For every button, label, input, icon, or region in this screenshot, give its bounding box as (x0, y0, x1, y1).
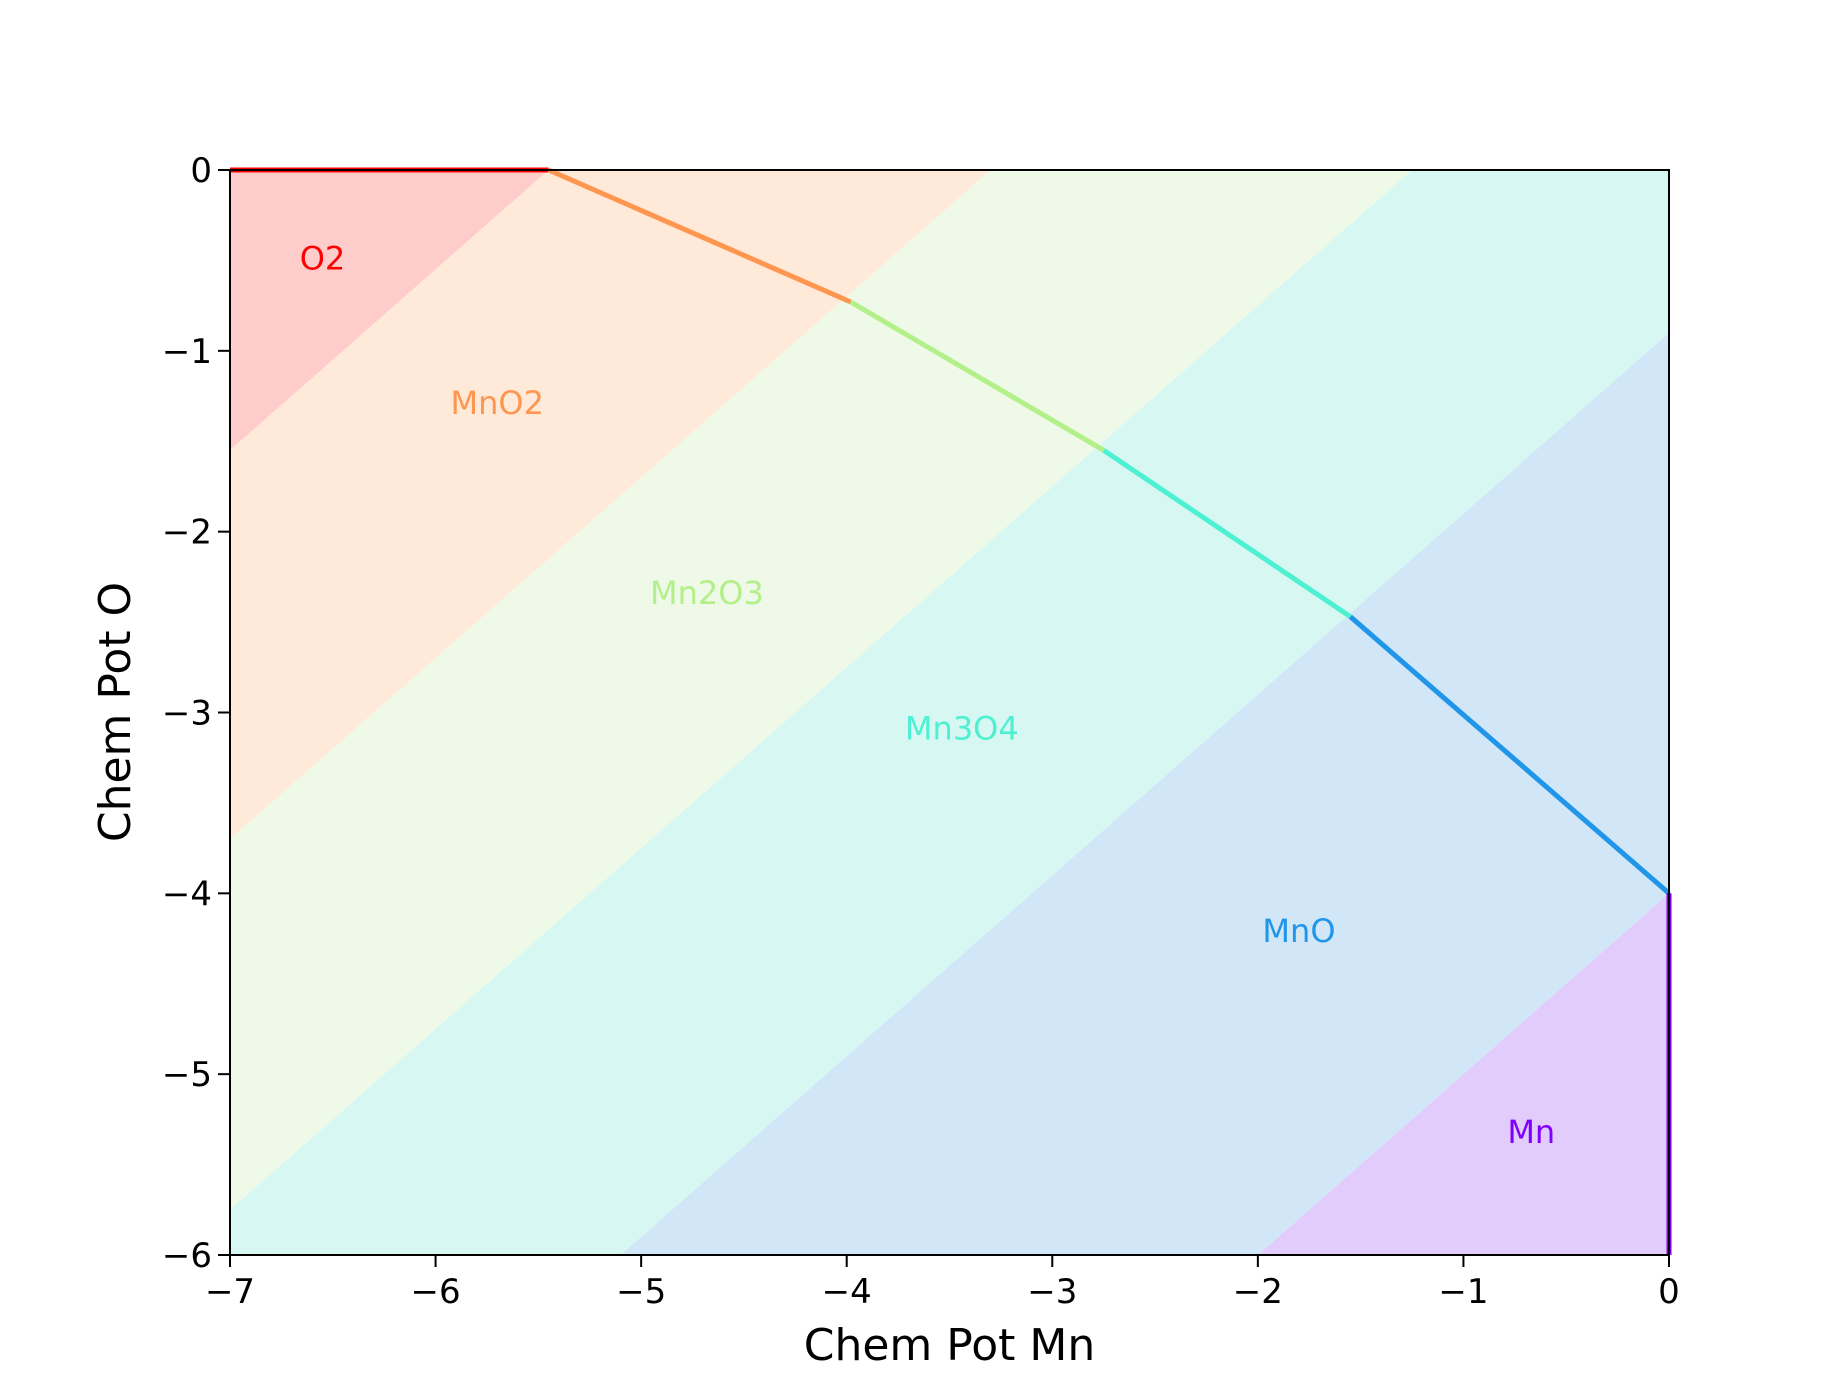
boundary-line-mno2 (547, 167, 852, 305)
y-tick-label: −6 (162, 1236, 212, 1276)
region-mn (1257, 893, 1669, 1255)
region-labels: O2 MnO2 Mn2O3 Mn3O4 MnO Mn (300, 239, 1555, 1150)
x-axis-title: Chem Pot Mn (804, 1320, 1096, 1371)
region-label-mno: MnO (1262, 912, 1335, 950)
region-mn3o4 (230, 170, 1669, 1255)
x-tick-label: −3 (1027, 1272, 1077, 1312)
y-tick-label: −3 (162, 694, 212, 734)
boundary-line-mno (1348, 614, 1671, 896)
x-tick-label: −2 (1233, 1272, 1283, 1312)
x-tick-label: −7 (205, 1272, 255, 1312)
boundary-line-mn3o4 (1102, 448, 1352, 619)
x-axis-ticks: −7 −6 −5 −4 −3 −2 −1 0 (205, 1255, 1680, 1312)
y-tick-label: −1 (162, 332, 212, 372)
y-tick-label: 0 (190, 151, 212, 191)
y-tick-label: −5 (162, 1055, 212, 1095)
x-tick-label: −6 (411, 1272, 461, 1312)
phase-regions (230, 170, 1669, 1255)
boundary-line-mn2o3 (849, 299, 1105, 453)
region-label-mn: Mn (1507, 1113, 1555, 1151)
region-mno (620, 332, 1669, 1255)
y-tick-label: −2 (162, 513, 212, 553)
x-tick-label: −1 (1438, 1272, 1488, 1312)
region-label-mno2: MnO2 (451, 384, 544, 422)
y-tick-label: −4 (162, 874, 212, 914)
y-axis-title: Chem Pot O (90, 582, 141, 842)
x-tick-label: 0 (1658, 1272, 1680, 1312)
y-axis-ticks: 0 −1 −2 −3 −4 −5 −6 (162, 151, 230, 1276)
region-label-mn2o3: Mn2O3 (650, 574, 764, 612)
region-label-mn3o4: Mn3O4 (905, 710, 1019, 748)
x-tick-label: −4 (822, 1272, 872, 1312)
x-tick-label: −5 (616, 1272, 666, 1312)
region-label-o2: O2 (300, 239, 346, 277)
